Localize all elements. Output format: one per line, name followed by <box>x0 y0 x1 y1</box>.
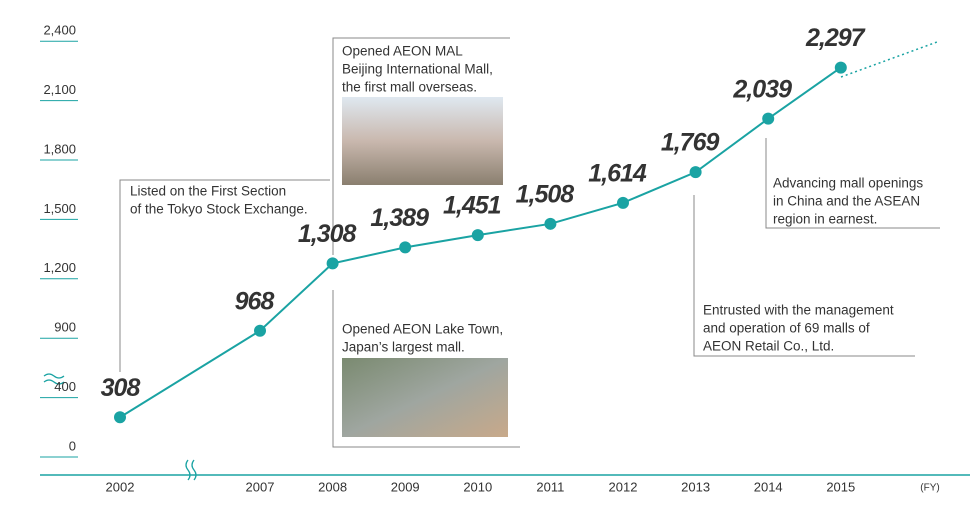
value-label: 968 <box>235 287 275 315</box>
value-label: 1,389 <box>370 204 429 232</box>
callout <box>332 290 520 448</box>
y-tick-label: 1,800 <box>43 141 76 156</box>
x-tick-label: 2008 <box>318 479 347 494</box>
annotation: the first mall overseas. <box>342 80 477 95</box>
y-tick-label: 2,400 <box>43 23 76 38</box>
x-tick-label: 2002 <box>106 479 135 494</box>
value-label: 1,769 <box>661 129 720 157</box>
point <box>689 166 702 179</box>
x-tick-label: 2013 <box>681 479 710 494</box>
point <box>399 241 412 254</box>
x-tick-label: 2011 <box>536 479 564 494</box>
callout <box>693 195 915 357</box>
value-label: 1,308 <box>298 220 357 248</box>
x-tick-label: 2009 <box>391 479 420 494</box>
annotation: Japan’s largest mall. <box>342 340 465 355</box>
line <box>119 66 842 419</box>
value-label: 308 <box>101 374 141 402</box>
point <box>762 112 775 125</box>
point <box>326 257 339 270</box>
annotation: and operation of 69 malls of <box>703 321 870 336</box>
annotation: Beijing International Mall, <box>342 62 493 77</box>
photo <box>342 358 508 437</box>
annotation: Listed on the First Section <box>130 184 286 199</box>
point <box>834 61 847 74</box>
value-label: 2,039 <box>732 75 792 103</box>
annotation: Opened AEON Lake Town, <box>342 322 503 337</box>
y-tick-label: 2,100 <box>43 82 76 97</box>
x-tick-label: 2015 <box>826 479 855 494</box>
callout <box>332 37 510 255</box>
callout <box>119 179 330 372</box>
x-tick-label: 2010 <box>463 479 492 494</box>
value-label: 1,614 <box>588 159 647 187</box>
y-tick-label: 400 <box>54 379 76 394</box>
annotation: in China and the ASEAN <box>773 194 920 209</box>
callout <box>765 138 940 229</box>
projection <box>840 41 938 78</box>
point <box>471 229 484 242</box>
annotation: Opened AEON MAL <box>342 44 463 59</box>
y-tick-label: 0 <box>69 438 76 453</box>
value-label: 1,508 <box>516 180 575 208</box>
x-tick-label: 2014 <box>754 479 783 494</box>
point <box>544 217 557 230</box>
annotation: Entrusted with the management <box>703 303 894 318</box>
axis-break <box>185 459 197 481</box>
annotation: of the Tokyo Stock Exchange. <box>130 202 308 217</box>
point <box>114 411 126 424</box>
y-tick-label: 1,500 <box>43 201 76 216</box>
axis-break <box>43 373 65 385</box>
x-tick-label: 2012 <box>609 479 638 494</box>
annotation: AEON Retail Co., Ltd. <box>703 339 834 354</box>
point <box>617 196 629 209</box>
value-label: 1,451 <box>443 192 501 220</box>
point <box>254 324 266 337</box>
annotation: region in earnest. <box>773 212 877 227</box>
value-label: 2,297 <box>805 24 866 52</box>
y-tick-label: 1,200 <box>43 260 76 275</box>
y-tick-label: 900 <box>54 320 76 335</box>
annotation: Advancing mall openings <box>773 176 923 191</box>
x-axis-label: (FY) <box>920 483 939 494</box>
x-tick-label: 2007 <box>246 479 275 494</box>
photo <box>342 97 503 185</box>
